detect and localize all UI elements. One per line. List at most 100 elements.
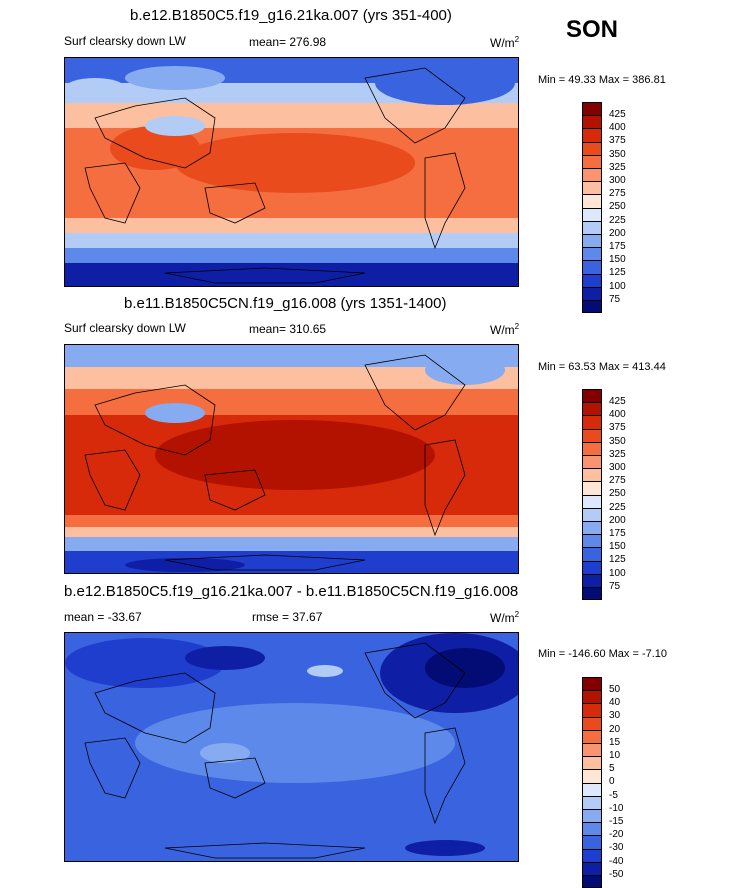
colorbar-swatch [582,247,602,261]
panel2-units: W/m2 [490,322,520,337]
panel1-colorbar-label: 350 [609,148,626,160]
panel1-colorbar-label: 325 [609,161,626,173]
colorbar-swatch [582,441,602,455]
panel2-colorbar-label: 375 [609,422,626,434]
panel2-colorbar-label: 125 [609,554,626,566]
panel2-colorbar-label: 425 [609,396,626,407]
colorbar-swatch [582,822,602,836]
colorbar-swatch [582,507,602,521]
panel3-units: W/m2 [490,610,520,625]
panel3-colorbar-label: 15 [609,736,621,748]
colorbar-swatch [582,260,602,274]
panel2-mean: mean= 310.65 [249,322,327,336]
panel3-colorbar-label: 5 [609,763,615,775]
panel2-colorbar-label: 200 [609,514,626,526]
panel3-colorbar-label: 0 [609,776,615,788]
colorbar-swatch [582,587,602,601]
colorbar-swatch [582,547,602,561]
panel1-colorbar-label: 400 [609,122,626,134]
panel1-colorbar-label: 425 [609,109,626,120]
colorbar-swatch [582,194,602,208]
colorbar-swatch [582,743,602,757]
panel1-colorbar-label: 75 [609,293,621,305]
panel2-minmax: Min = 63.53 Max = 413.44 [538,361,666,373]
panel1-variable: Surf clearsky down LW [64,34,186,48]
panel3-colorbar-label: 40 [609,697,621,709]
colorbar-swatch [582,560,602,574]
colorbar-swatch [582,848,602,862]
colorbar-swatch [582,141,602,155]
season-label: SON [566,16,619,43]
colorbar-swatch [582,782,602,796]
panel2-colorbar-label: 275 [609,475,626,487]
panel2-colorbar-label: 350 [609,435,626,447]
colorbar-swatch [582,729,602,743]
colorbar-swatch [582,875,602,888]
panel1-minmax: Min = 49.33 Max = 386.81 [538,74,666,86]
panel2-map [64,344,519,574]
colorbar-swatch [582,677,602,691]
panel3-colorbar-label: -10 [609,802,624,814]
colorbar-swatch [582,690,602,704]
colorbar-swatch [582,102,602,116]
colorbar-swatch [582,573,602,587]
panel2-colorbar-label: 175 [609,528,626,539]
colorbar-swatch [582,389,602,403]
colorbar-swatch [582,534,602,548]
panel3-colorbar-label: 10 [609,750,621,761]
panel3-colorbar-label: 30 [609,710,621,722]
panel2-colorbar-label: 150 [609,541,626,553]
panel1-colorbar-label: 300 [609,175,626,186]
panel1-map-graphic [65,58,518,286]
colorbar-swatch [582,703,602,717]
panel3-colorbar-label: -15 [609,816,624,827]
panel3-colorbar-label: 50 [609,684,621,695]
colorbar-swatch [582,809,602,823]
colorbar-swatch [582,286,602,300]
panel2-title: b.e11.B1850C5CN.f19_g16.008 (yrs 1351-14… [124,295,447,312]
panel1-colorbar-label: 150 [609,254,626,266]
panel2-colorbar-label: 325 [609,448,626,460]
panel3-title: b.e12.B1850C5.f19_g16.21ka.007 - b.e11.B… [64,583,519,600]
colorbar-swatch [582,415,602,429]
panel1-units: W/m2 [490,35,520,50]
panel3-colorbar-label: -30 [609,842,624,854]
colorbar-swatch [582,455,602,469]
colorbar-swatch [582,861,602,875]
colorbar-swatch [582,402,602,416]
colorbar-swatch [582,181,602,195]
panel2-colorbar-label: 225 [609,501,626,513]
panel2-map-graphic [65,345,518,573]
colorbar-swatch [582,428,602,442]
panel2-variable: Surf clearsky down LW [64,321,186,335]
colorbar-swatch [582,128,602,142]
panel2-colorbar-label: 75 [609,580,621,592]
panel1-mean: mean= 276.98 [249,35,327,49]
panel3-rmse: rmse = 37.67 [252,610,323,624]
panel1-colorbar-label: 375 [609,135,626,147]
colorbar-swatch [582,468,602,482]
colorbar-swatch [582,273,602,287]
panel2-colorbar-label: 300 [609,462,626,473]
panel2-colorbar-label: 100 [609,567,626,579]
panel2-colorbar-label: 400 [609,409,626,421]
panel1-colorbar-label: 200 [609,227,626,239]
panel1-colorbar-label: 100 [609,280,626,292]
colorbar-swatch [582,494,602,508]
colorbar-swatch [582,795,602,809]
panel3-minmax: Min = -146.60 Max = -7.10 [538,648,668,660]
panel3-map-graphic [65,633,518,861]
colorbar-swatch [582,481,602,495]
panel3-mean: mean = -33.67 [64,610,142,624]
colorbar-swatch [582,154,602,168]
colorbar-swatch [582,521,602,535]
colorbar-swatch [582,207,602,221]
panel1-colorbar-label: 225 [609,214,626,226]
panel3-colorbar-label: -50 [609,868,624,880]
colorbar-swatch [582,168,602,182]
panel3-colorbar-label: -20 [609,829,624,841]
panel3-colorbar-label: 20 [609,723,621,735]
panel3-colorbar-label: -40 [609,855,624,867]
panel1-title: b.e12.B1850C5.f19_g16.21ka.007 (yrs 351-… [130,7,452,24]
colorbar-swatch [582,756,602,770]
